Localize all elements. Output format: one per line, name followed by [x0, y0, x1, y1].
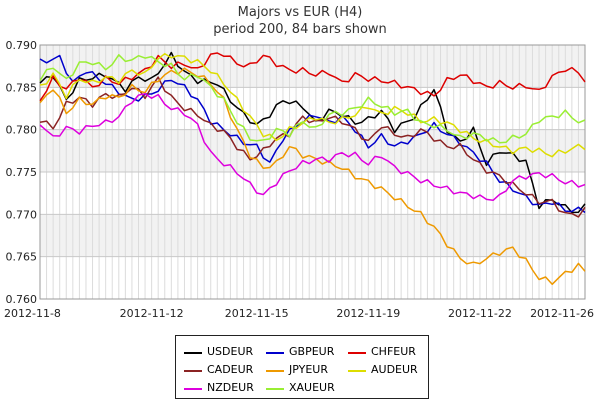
legend-label: CADEUR: [207, 363, 254, 376]
legend-swatch: [184, 370, 202, 372]
series-line-chfeur: [39, 52, 586, 102]
y-tick-label: 0.765: [6, 251, 38, 264]
plot-band: [40, 256, 585, 299]
series-line-usdeur: [39, 51, 586, 214]
legend-label: CHFEUR: [371, 345, 416, 358]
plot-bands: [40, 45, 585, 299]
plot-band: [40, 172, 585, 215]
series-line-xaueur: [39, 54, 586, 144]
series-line-cadeur: [39, 76, 586, 218]
y-tick-label: 0.790: [6, 39, 38, 52]
legend-swatch: [184, 352, 202, 354]
series-line-audeur: [39, 52, 586, 158]
x-tick-label: 2012-11-8: [4, 307, 61, 320]
x-tick-label: 2012-11-12: [120, 307, 184, 320]
series-line-nzdeur: [39, 92, 586, 202]
plot-frame: [39, 44, 586, 300]
y-tick-label: 0.770: [6, 208, 38, 221]
chart-title: Majors vs EUR (H4): [237, 5, 363, 20]
x-axis-tick-labels: 2012-11-8 2012-11-12 2012-11-15 2012-11-19 2…: [4, 307, 594, 320]
series-line-gbpeur: [39, 54, 586, 214]
legend-swatch: [348, 352, 366, 354]
y-tick-label: 0.785: [6, 81, 38, 94]
series-line-jpyeur: [39, 67, 586, 286]
x-tick-label: 2012-11-19: [336, 307, 400, 320]
plot-band: [40, 45, 585, 88]
legend-swatch: [184, 388, 202, 390]
chart-subtitle: period 200, 84 bars shown: [213, 22, 387, 37]
legend-label: JPYEUR: [289, 363, 328, 376]
y-axis-tick-labels: 0.790 0.785 0.780 0.775 0.770 0.765 0.760: [6, 39, 38, 306]
y-tick-label: 0.760: [6, 293, 38, 306]
line-chart: 0.790 0.785 0.780 0.775 0.770 0.765 0.760 2012…: [4, 39, 594, 320]
legend-swatch: [348, 370, 366, 372]
legend-swatch: [266, 370, 284, 372]
plot-band: [40, 87, 585, 130]
y-tick-label: 0.780: [6, 124, 38, 137]
chart-legend: USDEUR GBPEUR CHFEUR CADEUR JPYEUR AUDEUR NZDE…: [175, 335, 429, 399]
legend-swatch: [266, 388, 284, 390]
legend-label: GBPEUR: [289, 345, 335, 358]
legend-label: AUDEUR: [371, 363, 418, 376]
x-tick-label: 2012-11-15: [225, 307, 289, 320]
legend-label: USDEUR: [207, 345, 254, 358]
x-tick-label: 2012-11-26: [530, 307, 594, 320]
legend-swatch: [266, 352, 284, 354]
series-lines: [39, 51, 586, 286]
plot-band: [40, 214, 585, 257]
legend-label: XAUEUR: [289, 381, 335, 394]
x-tick-label: 2012-11-22: [448, 307, 512, 320]
y-tick-label: 0.775: [6, 166, 38, 179]
legend-label: NZDEUR: [207, 381, 254, 394]
plot-band: [40, 129, 585, 172]
